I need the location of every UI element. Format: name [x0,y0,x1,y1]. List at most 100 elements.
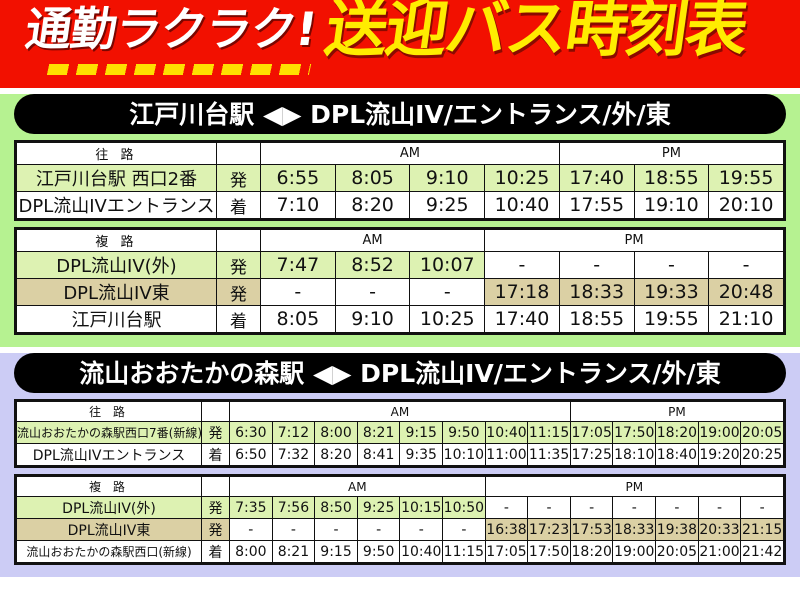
timetable-grid: 複 路 AM PM DPL流山IV(外) 発 7:35 7:56 8:50 9:25 10:15 1… [16,476,785,563]
header-spacer-cell [201,401,230,422]
time-cell: 8:05 [334,164,411,192]
time-cell: 9:25 [356,496,401,519]
time-cell: 17:40 [558,164,635,192]
time-cell: - [697,496,742,519]
time-cell: 7:12 [271,421,316,444]
table-row: 流山おおたかの森駅西口7番(新線) 発 6:30 7:12 8:00 8:21 9:15 9:… [16,421,784,444]
timetable-grid: 往 路 AM PM 江戸川台駅 西口2番発 6:55 8:05 9:10 10:25 17:40… [16,142,785,219]
direction-label: 複 路 [16,229,217,252]
time-cell: 18:20 [569,540,614,563]
time-cell: 19:00 [697,421,742,444]
time-cell: 18:55 [633,164,710,192]
time-cell: 8:41 [356,443,401,466]
time-cell: 10:15 [399,496,444,519]
time-cell: - [484,251,560,279]
direction-label: 複 路 [16,476,202,497]
pm-header-cell: PM [484,229,784,252]
time-cell: - [569,496,614,519]
time-cell: - [260,278,336,306]
table-header-row: 往 路 AM PM [16,401,785,422]
dashed-underline-decoration [46,64,312,75]
time-cell: 21:42 [740,540,784,563]
departure-arrival-cell: 発 [216,251,261,279]
am-header-cell: AM [229,476,486,497]
am-header-cell: AM [229,401,571,422]
stop-name-cell: DPL流山IVエントランス [16,443,202,466]
time-cell: 19:10 [633,191,710,219]
time-cell: 11:35 [527,443,571,466]
table-header-row: 往 路 AM PM [16,142,785,165]
departure-arrival-cell: 着 [216,305,261,333]
stop-name-cell: DPL流山IVエントランス [16,191,217,219]
departure-arrival-cell: 発 [201,518,230,541]
table-row: DPL流山IV(外) 発 7:35 7:56 8:50 9:25 10:15 10:50- - -… [16,496,784,519]
time-cell: - [314,518,358,541]
time-cell: 20:33 [697,518,742,541]
time-cell: 6:50 [229,443,273,466]
time-cell: - [612,496,657,519]
time-cell: - [409,278,486,306]
time-cell: 7:56 [271,496,316,519]
am-header-cell: AM [259,229,486,252]
direction-label: 往 路 [16,142,217,165]
time-cell: 6:55 [260,164,336,192]
time-cell: 17:50 [612,421,657,444]
time-cell: - [708,251,784,279]
time-cell: 17:23 [527,518,571,541]
time-cell: 18:20 [655,421,699,444]
time-cell: - [633,251,710,279]
time-cell: 10:40 [399,540,444,563]
time-cell: 9:50 [442,421,486,444]
time-cell: 19:38 [655,518,699,541]
time-cell: 10:40 [484,191,560,219]
table-row: DPL流山IV東発 - - -17:18 18:33 19:33 20:48 [16,278,784,306]
timetable-1-1: 往 路 AM PM 江戸川台駅 西口2番発 6:55 8:05 9:10 10:25 17:40… [14,140,786,221]
time-cell: 10:10 [442,443,486,466]
table-header-row: 複 路 AM PM [16,229,784,252]
time-cell: 8:00 [314,421,358,444]
timetable-2-1: 往 路 AM PM 流山おおたかの森駅西口7番(新線) 発 6:30 7:12 8:00 8:2… [14,399,786,468]
time-cell: - [558,251,635,279]
departure-arrival-cell: 着 [201,540,230,563]
time-cell: 18:33 [558,278,635,306]
time-cell: - [356,518,401,541]
section-heading-bar-1: 江戸川台駅 ◀▶ DPL流山IV/エントランス/外/東 [14,94,786,134]
pm-header-cell: PM [484,476,785,497]
section-heading-text: 江戸川台駅 ◀▶ DPL流山IV/エントランス/外/東 [129,99,671,129]
table-row: DPL流山IV東発 - - - - - -16:38 17:23 17:53 18:33 19:38… [16,518,784,541]
departure-arrival-cell: 着 [201,443,230,466]
departure-arrival-cell: 発 [216,164,261,192]
banner-title-yellow: 送迎バス時刻表 [320,0,752,65]
time-cell: 19:55 [633,305,710,333]
time-cell: 17:50 [527,540,571,563]
time-cell: - [271,518,316,541]
timetable-1-2: 複 路 AM PM DPL流山IV(外) 発 7:47 8:52 10:07- - - - DPL流山… [14,227,786,335]
time-cell: - [527,496,571,519]
table-row: 江戸川台駅着 8:05 9:10 10:25 17:40 18:55 19:55 21:10 [16,305,784,333]
table-header-row: 複 路 AM PM [16,476,785,497]
time-cell: 9:10 [409,164,486,192]
section-heading-text: 流山おおたかの森駅 ◀▶ DPL流山IV/エントランス/外/東 [79,358,721,388]
time-cell: 18:40 [655,443,699,466]
time-cell: 19:33 [633,278,710,306]
time-cell: 8:21 [356,421,401,444]
stop-name-cell: DPL流山IV東 [16,278,217,306]
time-cell: 19:20 [697,443,742,466]
header-spacer-cell [216,229,261,252]
stop-name-cell: 江戸川台駅 [16,305,217,333]
time-cell: 10:25 [409,305,486,333]
header-spacer-cell [216,142,261,165]
stop-name-cell: DPL流山IV(外) [16,251,217,279]
timetable-grid: 複 路 AM PM DPL流山IV(外) 発 7:47 8:52 10:07- - - - DPL流山… [16,229,784,333]
time-cell: 7:47 [260,251,336,279]
time-cell: 9:10 [334,305,411,333]
table-row: DPL流山IVエントランス着 7:10 8:20 9:25 10:40 17:55 19:1… [16,191,784,219]
time-cell: 21:00 [697,540,742,563]
time-cell: 18:33 [612,518,657,541]
route-section-2: 流山おおたかの森駅 ◀▶ DPL流山IV/エントランス/外/東往 路 AM PM 流山… [0,353,800,577]
time-cell: 19:00 [612,540,657,563]
sections-container: 江戸川台駅 ◀▶ DPL流山IV/エントランス/外/東往 路 AM PM 江戸川台駅 … [0,94,800,577]
time-cell: 7:35 [229,496,273,519]
time-cell: 8:05 [260,305,336,333]
time-cell: 8:52 [334,251,411,279]
